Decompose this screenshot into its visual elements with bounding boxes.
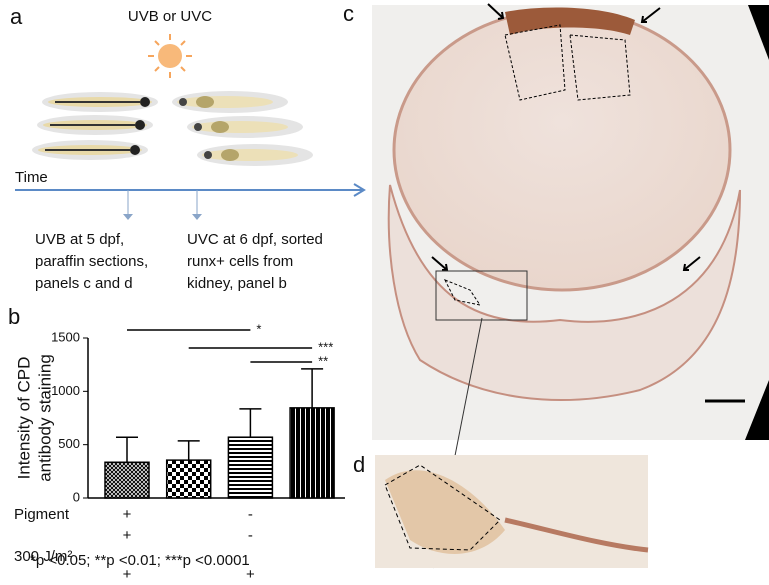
condition-label: Pigment [14, 506, 70, 523]
y-tick-label: 500 [58, 436, 80, 451]
condition-cell: - [248, 506, 253, 523]
y-axis-label: antibody staining [35, 354, 54, 482]
significance-label: * [256, 321, 261, 336]
panel-label: c [343, 1, 354, 26]
footnote: *p <0.05; **p <0.01; ***p <0.0001 [30, 552, 250, 569]
micrograph [372, 3, 769, 569]
fish-pale [172, 91, 313, 166]
bar [289, 407, 335, 499]
note-line: runx+ cells from [187, 253, 293, 270]
bar [104, 461, 150, 499]
y-tick-label: 0 [73, 489, 80, 504]
significance-label: ** [318, 353, 328, 368]
condition-cell: - [248, 527, 253, 544]
axis-label: Time [15, 169, 48, 186]
note-line: UVC at 6 dpf, sorted [187, 231, 323, 248]
micrograph-inset [375, 455, 649, 568]
note-line: panels c and d [35, 275, 133, 292]
panel-label: a [10, 4, 23, 29]
heading: UVB or UVC [128, 8, 212, 25]
panel-label: d [353, 452, 365, 477]
condition-cell: + [123, 527, 132, 544]
fish-pigmented [32, 92, 158, 160]
condition-cell: + [246, 566, 255, 583]
note-line: paraffin sections, [35, 253, 148, 270]
y-tick-label: 1500 [51, 329, 80, 344]
condition-label: 300 J/m² [14, 548, 72, 565]
sun [148, 34, 192, 78]
note-line: kidney, panel b [187, 275, 287, 292]
significance-label: *** [318, 339, 333, 354]
y-tick-label: 1000 [51, 383, 80, 398]
panel-label: b [8, 304, 20, 329]
bar [165, 459, 212, 499]
condition-cell: + [123, 566, 132, 583]
y-axis-label: Intensity of CPD [14, 357, 33, 480]
note-line: UVB at 5 dpf, [35, 231, 124, 248]
bar [227, 436, 274, 499]
condition-cell: + [123, 506, 132, 523]
time-arrow [15, 183, 366, 220]
